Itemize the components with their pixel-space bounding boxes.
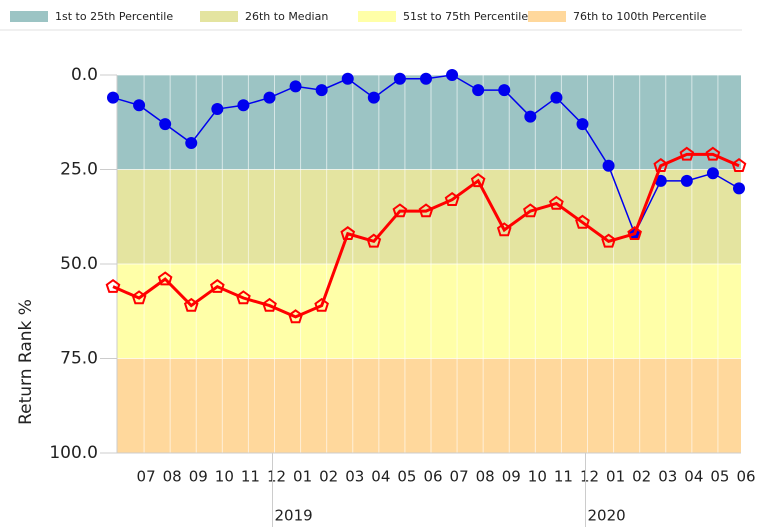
legend-swatch xyxy=(200,11,238,22)
x-tick-label: 06 xyxy=(423,468,442,486)
year-label: 2020 xyxy=(588,507,626,525)
point-marker xyxy=(444,191,460,206)
point-marker xyxy=(392,203,408,218)
point-marker xyxy=(185,137,198,150)
point-marker xyxy=(523,203,538,218)
legend-label: 51st to 75th Percentile xyxy=(403,10,528,23)
point-marker xyxy=(418,203,434,218)
legend-swatch xyxy=(10,11,48,22)
point-marker xyxy=(107,91,119,104)
point-marker xyxy=(679,146,695,161)
x-tick-label: 11 xyxy=(554,468,573,486)
point-marker xyxy=(314,297,329,312)
x-tick-label: 07 xyxy=(137,468,156,486)
x-tick-label: 10 xyxy=(528,468,547,486)
series-line xyxy=(112,152,740,319)
point-marker xyxy=(366,233,382,248)
point-marker xyxy=(289,80,302,93)
point-marker xyxy=(524,110,537,123)
point-marker xyxy=(653,157,669,172)
point-marker xyxy=(446,69,459,81)
x-tick-label: 03 xyxy=(345,468,364,486)
x-tick-label: 08 xyxy=(476,468,495,486)
point-marker xyxy=(549,195,564,210)
x-tick-label: 08 xyxy=(163,468,182,486)
x-tick-label: 04 xyxy=(371,468,390,486)
point-marker xyxy=(706,167,719,180)
x-tick-label: 03 xyxy=(658,468,677,486)
x-tick-label: 06 xyxy=(736,468,755,486)
percentile-band xyxy=(117,358,741,453)
point-marker xyxy=(627,226,642,240)
point-marker xyxy=(210,278,225,293)
legend-label: 26th to Median xyxy=(245,10,328,23)
x-tick-label: 04 xyxy=(684,468,703,486)
point-marker xyxy=(601,233,616,248)
x-tick-label: 01 xyxy=(293,468,312,486)
percentile-band xyxy=(117,264,741,359)
x-tick-label: 02 xyxy=(319,468,338,486)
x-tick-label: 02 xyxy=(632,468,651,486)
year-label: 2019 xyxy=(275,507,313,525)
legend-label: 76th to 100th Percentile xyxy=(573,10,707,23)
point-marker xyxy=(315,84,328,97)
point-marker xyxy=(105,278,121,293)
point-marker xyxy=(496,222,512,237)
x-tick-label: 05 xyxy=(397,468,416,486)
y-tick-label: 100.0 xyxy=(49,443,98,463)
point-marker xyxy=(288,309,303,324)
point-marker xyxy=(472,84,485,97)
x-tick-label: 05 xyxy=(710,468,729,486)
legend-swatch xyxy=(358,11,396,22)
y-tick-label: 25.0 xyxy=(60,160,98,180)
point-marker xyxy=(420,72,432,85)
point-marker xyxy=(731,157,747,172)
point-marker xyxy=(470,173,486,188)
legend-label: 1st to 25th Percentile xyxy=(55,10,173,23)
point-marker xyxy=(575,214,590,229)
percentile-band xyxy=(117,75,741,170)
point-marker xyxy=(131,290,147,305)
x-tick-label: 11 xyxy=(241,468,260,486)
point-marker xyxy=(680,174,693,187)
point-marker xyxy=(654,174,667,187)
point-marker xyxy=(367,91,380,104)
x-tick-label: 09 xyxy=(189,468,208,486)
point-marker xyxy=(576,118,589,131)
point-marker xyxy=(133,99,146,112)
point-marker xyxy=(157,271,173,286)
x-tick-label: 01 xyxy=(606,468,625,486)
point-marker xyxy=(393,72,406,85)
point-marker xyxy=(341,72,354,85)
point-marker xyxy=(498,84,511,97)
point-marker xyxy=(159,118,172,131)
x-tick-label: 12 xyxy=(580,468,599,486)
legend-swatch xyxy=(528,11,566,22)
point-marker xyxy=(705,146,721,161)
point-marker xyxy=(183,297,199,312)
y-axis-label: Return Rank % xyxy=(16,299,36,425)
point-marker xyxy=(237,99,250,112)
y-tick-label: 0.0 xyxy=(71,65,98,85)
y-tick-label: 50.0 xyxy=(60,254,98,274)
point-marker xyxy=(550,91,563,104)
point-marker xyxy=(211,103,224,116)
x-tick-label: 12 xyxy=(267,468,286,486)
point-marker xyxy=(262,297,277,312)
point-marker xyxy=(602,159,615,172)
x-tick-label: 07 xyxy=(450,468,469,486)
point-marker xyxy=(340,226,356,240)
x-tick-label: 10 xyxy=(215,468,234,486)
point-marker xyxy=(263,91,276,104)
y-tick-label: 75.0 xyxy=(60,349,98,369)
point-marker xyxy=(236,290,251,305)
x-tick-label: 09 xyxy=(502,468,521,486)
point-marker xyxy=(733,182,745,195)
